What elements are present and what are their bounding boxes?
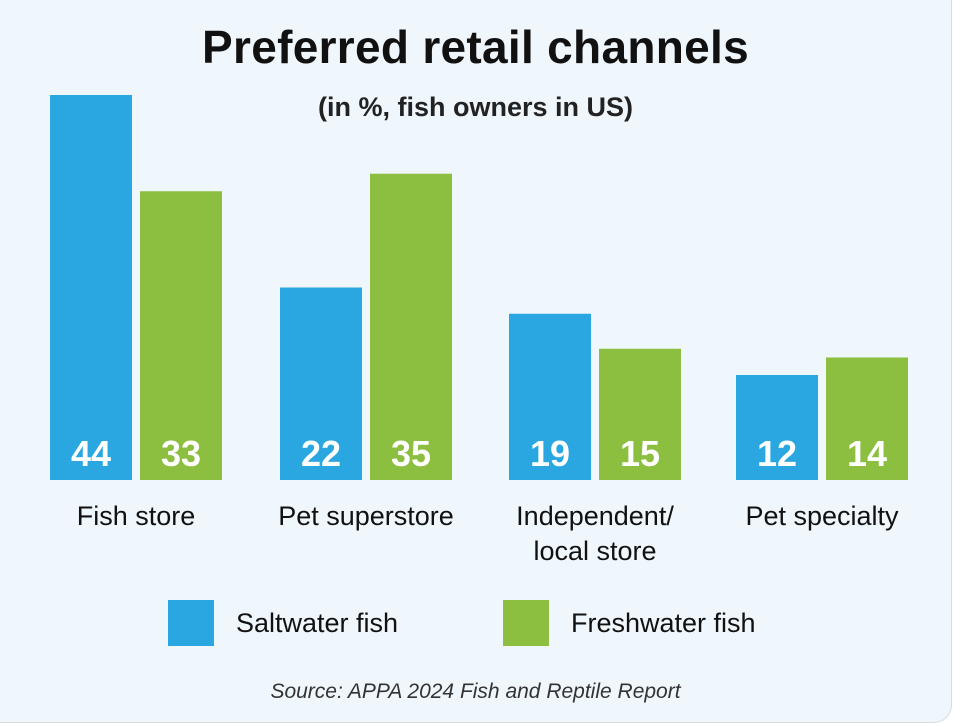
category-label-pet-superstore: Pet superstore — [278, 501, 454, 531]
bar-fish-store-saltwater-fish — [50, 95, 132, 480]
data-label-pet-specialty-freshwater-fish: 14 — [847, 433, 887, 474]
data-label-pet-superstore-freshwater-fish: 35 — [391, 433, 431, 474]
legend-label-freshwater: Freshwater fish — [571, 607, 756, 638]
legend-item-freshwater: Freshwater fish — [503, 600, 756, 646]
bar-pet-superstore-saltwater-fish — [280, 287, 362, 480]
data-label-independent-local-store-saltwater-fish: 19 — [530, 433, 570, 474]
bar-pet-specialty-saltwater-fish — [736, 375, 818, 480]
legend-item-saltwater: Saltwater fish — [168, 600, 398, 646]
bar-fish-store-freshwater-fish — [140, 191, 222, 480]
legend-label-saltwater: Saltwater fish — [236, 607, 399, 638]
chart-subtitle: (in %, fish owners in US) — [317, 92, 634, 122]
bar-independent-local-store-freshwater-fish — [599, 348, 681, 480]
bar-pet-superstore-freshwater-fish — [370, 173, 452, 480]
bar-chart: 44 33 Fish store 22 35 Pet superstore 19 15 Inde… — [50, 95, 908, 566]
legend-swatch-saltwater — [168, 600, 214, 646]
category-label-independent-local-store: Independent/local store — [516, 501, 674, 566]
data-label-fish-store-saltwater-fish: 44 — [71, 433, 111, 474]
bar-pet-specialty-freshwater-fish — [826, 357, 908, 480]
data-label-independent-local-store-freshwater-fish: 15 — [620, 433, 660, 474]
category-label-fish-store: Fish store — [77, 501, 196, 531]
data-label-pet-superstore-saltwater-fish: 22 — [301, 433, 341, 474]
category-label-pet-specialty: Pet specialty — [745, 501, 899, 531]
source-note: Source: APPA 2024 Fish and Reptile Repor… — [270, 680, 681, 703]
data-label-fish-store-freshwater-fish: 33 — [161, 433, 201, 474]
legend: Saltwater fish Freshwater fish — [0, 600, 951, 646]
legend-swatch-freshwater — [503, 600, 549, 646]
bar-independent-local-store-saltwater-fish — [509, 313, 591, 480]
chart-title: Preferred retail channels — [202, 21, 749, 73]
data-label-pet-specialty-saltwater-fish: 12 — [757, 433, 797, 474]
